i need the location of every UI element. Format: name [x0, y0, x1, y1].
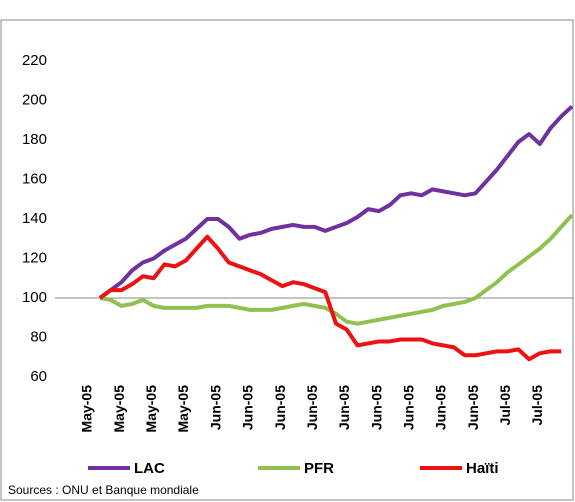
y-tick-label: 200 [22, 91, 47, 108]
x-tick-label: Jun-05 [207, 385, 223, 430]
x-tick-label: May-05 [175, 385, 191, 433]
x-tick-label: Jul-05 [529, 385, 545, 426]
x-tick-label: May-05 [79, 385, 95, 433]
x-tick-label: Jun-05 [304, 385, 320, 430]
x-tick-label: Jun-05 [465, 385, 481, 430]
series-line [99, 213, 574, 326]
y-tick-label: 160 [22, 170, 47, 187]
x-tick-label: Jun-05 [272, 385, 288, 430]
y-tick-label: 140 [22, 210, 47, 227]
legend-label: Haïti [466, 460, 499, 477]
chart-border [0, 19, 574, 501]
x-tick-label: Jul-05 [497, 385, 513, 426]
y-tick-label: 120 [22, 249, 47, 266]
y-tick-label: 80 [30, 328, 47, 345]
series-line [98, 234, 562, 362]
legend-label: LAC [134, 460, 165, 477]
x-tick-label: Jun-05 [336, 385, 352, 430]
x-tick-label: May-05 [111, 385, 127, 433]
y-tick-label: 100 [22, 289, 47, 306]
x-tick-label: Jun-05 [401, 385, 417, 430]
y-tick-label: 60 [30, 368, 47, 385]
x-tick-label: Jun-05 [240, 385, 256, 430]
x-tick-label: May-05 [143, 385, 159, 433]
x-tick-label: Jun-05 [368, 385, 384, 430]
source: Sources : ONU et Banque mondiale [8, 483, 199, 497]
x-tick-label: Jun-05 [433, 385, 449, 430]
y-tick-label: 180 [22, 131, 47, 148]
series-line [98, 104, 574, 300]
legend-label: PFR [304, 460, 334, 477]
y-tick-label: 220 [22, 52, 47, 69]
